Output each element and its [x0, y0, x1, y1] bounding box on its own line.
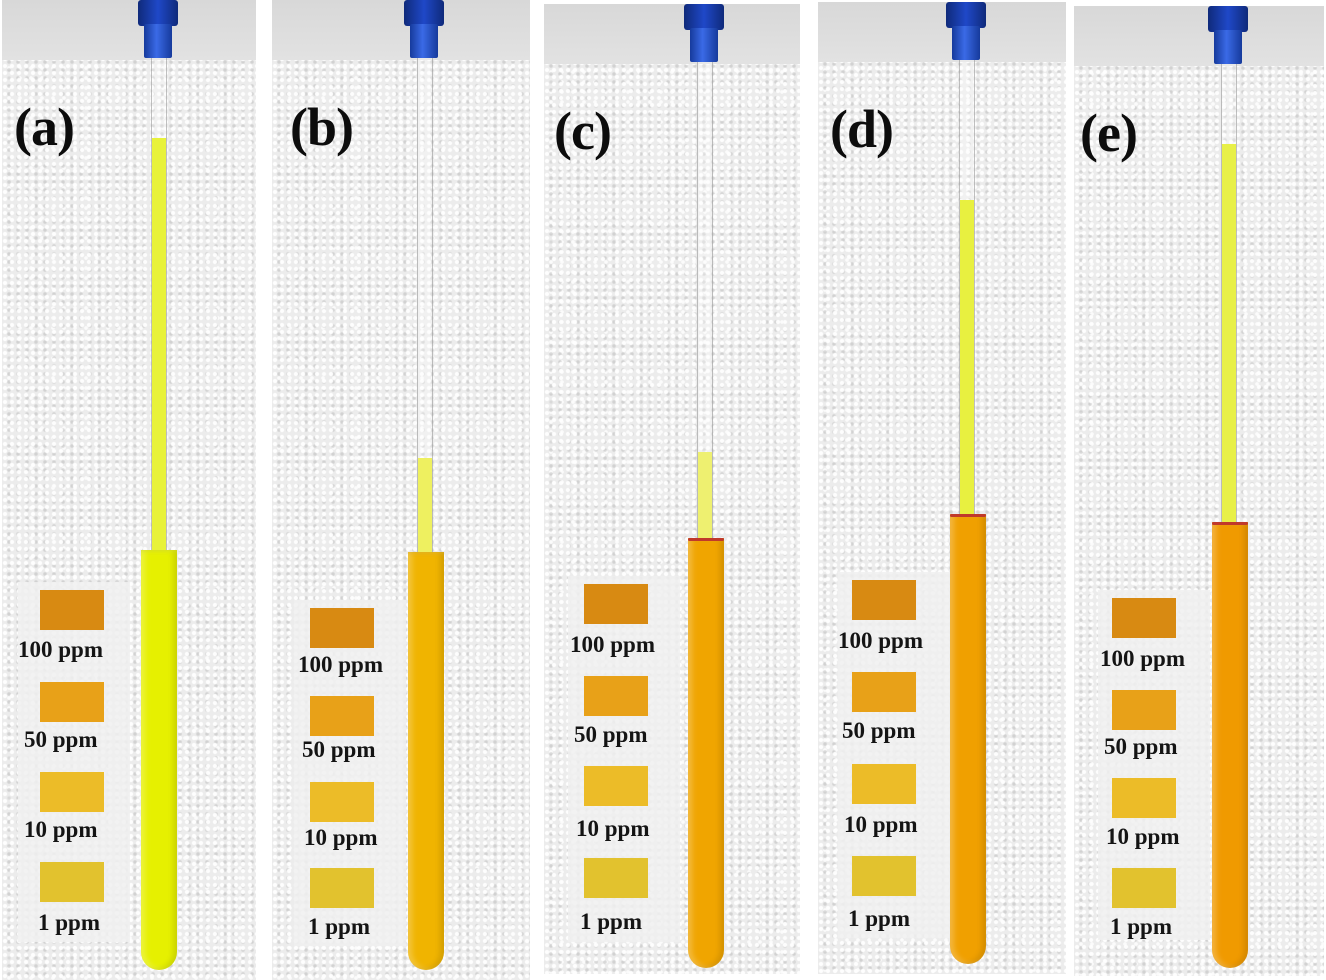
- tube-neck: [417, 58, 433, 558]
- panel-label: (d): [830, 99, 894, 159]
- swatch-10ppm: [40, 772, 104, 812]
- swatch-1ppm: [852, 856, 916, 896]
- meniscus: [688, 538, 724, 541]
- swatch-label: 10 ppm: [1106, 824, 1180, 849]
- swatch-label: 10 ppm: [304, 825, 378, 850]
- neck-liquid: [698, 452, 712, 542]
- swatch-label: 1 ppm: [848, 906, 910, 931]
- panel-c: (c) 100 ppm 50 ppm 10 ppm 1 ppm: [544, 4, 800, 974]
- swatch-100ppm: [852, 580, 916, 620]
- tube-body: [1212, 522, 1248, 968]
- tube-body: [950, 514, 986, 964]
- swatch-label: 1 ppm: [1110, 914, 1172, 939]
- swatch-50ppm: [310, 696, 374, 736]
- swatch-50ppm: [1112, 690, 1176, 730]
- swatch-label: 50 ppm: [24, 727, 98, 752]
- swatch-50ppm: [584, 676, 648, 716]
- swatch-1ppm: [584, 858, 648, 898]
- swatch-label: 50 ppm: [302, 737, 376, 762]
- swatch-label: 100 ppm: [570, 632, 655, 657]
- swatch-label: 1 ppm: [580, 909, 642, 934]
- panel-label: (a): [14, 97, 75, 157]
- neck-liquid: [960, 200, 974, 520]
- neck-liquid: [152, 138, 166, 558]
- panel-label: (e): [1080, 103, 1138, 163]
- meniscus: [950, 514, 986, 517]
- swatch-label: 100 ppm: [298, 652, 383, 677]
- swatch-label: 10 ppm: [24, 817, 98, 842]
- neck-liquid: [1222, 144, 1236, 524]
- background-strip: [818, 2, 1066, 62]
- swatch-100ppm: [584, 584, 648, 624]
- swatch-100ppm: [40, 590, 104, 630]
- tube-cap: [138, 0, 178, 58]
- tube-neck: [151, 58, 167, 558]
- panel-a: (a) 100 ppm 50 ppm 10 ppm 1 ppm: [2, 0, 256, 980]
- meniscus: [1212, 522, 1248, 525]
- tube-body: [688, 538, 724, 968]
- swatch-1ppm: [40, 862, 104, 902]
- swatch-label: 50 ppm: [842, 718, 916, 743]
- tube-body: [408, 552, 444, 970]
- swatch-label: 50 ppm: [1104, 734, 1178, 759]
- swatch-label: 1 ppm: [308, 914, 370, 939]
- background-strip: [1074, 6, 1324, 66]
- swatch-label: 10 ppm: [844, 812, 918, 837]
- panel-label: (b): [290, 97, 354, 157]
- tube-cap: [1208, 6, 1248, 64]
- swatch-label: 100 ppm: [18, 637, 103, 662]
- tube-neck: [697, 62, 713, 542]
- swatch-100ppm: [310, 608, 374, 648]
- panel-b: (b) 100 ppm 50 ppm 10 ppm 1 ppm: [272, 0, 530, 980]
- tube-neck: [1221, 64, 1237, 524]
- tube-cap: [684, 4, 724, 62]
- swatch-label: 10 ppm: [576, 816, 650, 841]
- tube-neck: [959, 60, 975, 520]
- swatch-1ppm: [1112, 868, 1176, 908]
- swatch-1ppm: [310, 868, 374, 908]
- tube-body: [141, 550, 177, 970]
- swatch-10ppm: [584, 766, 648, 806]
- background-strip: [544, 4, 800, 64]
- neck-liquid: [418, 458, 432, 558]
- swatch-100ppm: [1112, 598, 1176, 638]
- tube-cap: [946, 2, 986, 60]
- panel-label: (c): [554, 101, 612, 161]
- swatch-label: 100 ppm: [1100, 646, 1185, 671]
- background-strip: [272, 0, 530, 60]
- swatch-50ppm: [40, 682, 104, 722]
- background-strip: [2, 0, 256, 60]
- tube-cap: [404, 0, 444, 58]
- panel-e: (e) 100 ppm 50 ppm 10 ppm 1 ppm: [1074, 6, 1324, 976]
- swatch-10ppm: [1112, 778, 1176, 818]
- swatch-10ppm: [852, 764, 916, 804]
- swatch-label: 100 ppm: [838, 628, 923, 653]
- swatch-label: 50 ppm: [574, 722, 648, 747]
- panel-d: (d) 100 ppm 50 ppm 10 ppm 1 ppm: [818, 2, 1066, 974]
- swatch-label: 1 ppm: [38, 910, 100, 935]
- swatch-50ppm: [852, 672, 916, 712]
- swatch-10ppm: [310, 782, 374, 822]
